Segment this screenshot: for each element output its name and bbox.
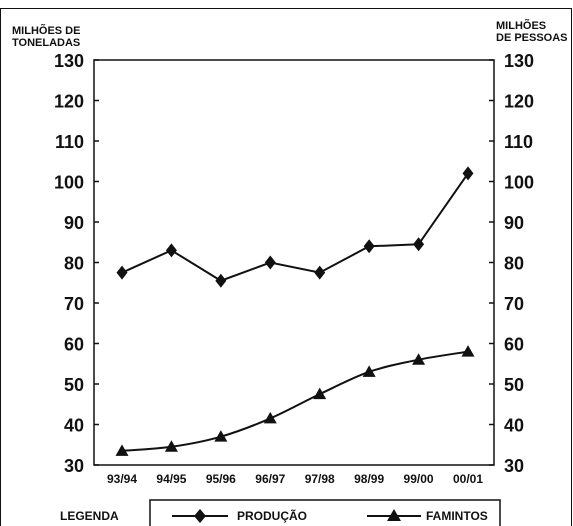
x-tick-label: 95/96 <box>206 472 236 486</box>
right-tick-label: 110 <box>504 132 533 152</box>
right-tick-label: 90 <box>504 213 524 233</box>
right-axis-title-line2: DE PESSOAS <box>496 32 568 44</box>
right-tick-label: 100 <box>504 173 534 193</box>
left-tick-label: 50 <box>64 375 84 395</box>
producao-point <box>165 243 177 258</box>
producao-point <box>264 255 276 270</box>
legend-title: LEGENDA <box>60 509 119 523</box>
left-axis-title-line2: TONELADAS <box>12 37 81 49</box>
series-line-producao <box>121 172 469 282</box>
left-tick-label: 110 <box>55 132 84 152</box>
right-tick-label: 60 <box>504 335 524 355</box>
famintos-point <box>263 411 277 424</box>
famintos-point <box>362 365 376 377</box>
producao-point <box>413 237 425 252</box>
producao-point <box>314 265 326 280</box>
producao-point <box>462 166 474 181</box>
right-tick-label: 70 <box>504 294 524 314</box>
x-tick-label: 97/98 <box>305 472 335 486</box>
right-tick-label: 30 <box>504 456 524 476</box>
left-tick-label: 70 <box>64 294 84 314</box>
right-tick-label: 80 <box>504 254 524 274</box>
producao-point <box>116 265 128 280</box>
plot-area-border <box>93 59 495 466</box>
left-tick-label: 60 <box>64 335 84 355</box>
famintos-point <box>164 440 178 452</box>
left-tick-label: 80 <box>64 254 84 274</box>
right-tick-label: 50 <box>504 375 524 395</box>
x-tick-label: 93/94 <box>107 472 137 486</box>
famintos-point <box>115 444 129 456</box>
left-axis-title-line1: MILHÕES DE <box>12 25 81 37</box>
famintos-point <box>313 387 327 400</box>
producao-point <box>363 239 375 254</box>
famintos-point <box>461 345 475 357</box>
x-tick-labels: 93/94 94/95 95/96 96/97 97/98 98/99 99/00 00/01 <box>107 472 483 486</box>
right-tick-label: 120 <box>504 92 534 112</box>
left-tick-labels: 30 40 50 60 70 80 90 100 110 120 130 <box>54 51 99 476</box>
right-axis-title-line1: MILHÕES <box>496 20 547 32</box>
legend-box <box>149 499 501 526</box>
right-tick-labels: 30 40 50 60 70 80 90 100 110 120 130 <box>489 51 534 476</box>
left-tick-label: 40 <box>64 416 84 436</box>
x-tick-label: 94/95 <box>156 472 186 486</box>
left-tick-label: 30 <box>64 456 84 476</box>
left-tick-label: 100 <box>54 173 84 193</box>
series-line-famintos <box>121 350 469 452</box>
outer-border <box>0 8 572 526</box>
legend-producao-label: PRODUÇÃO <box>237 509 308 523</box>
x-tick-label: 00/01 <box>453 472 483 486</box>
legend-fam-swatch <box>367 509 421 521</box>
legend-prod-swatch <box>172 509 228 523</box>
right-tick-label: 40 <box>504 416 524 436</box>
x-tick-label: 99/00 <box>404 472 434 486</box>
left-tick-label: 130 <box>54 51 84 71</box>
right-tick-label: 130 <box>504 51 534 71</box>
legend-famintos-label: FAMINTOS <box>426 509 488 523</box>
x-tick-label: 98/99 <box>354 472 384 486</box>
producao-point <box>215 273 227 288</box>
left-tick-label: 90 <box>64 213 84 233</box>
famintos-point <box>214 430 228 442</box>
famintos-point <box>412 353 426 365</box>
left-tick-label: 120 <box>54 92 84 112</box>
x-tick-label: 96/97 <box>255 472 285 486</box>
series-layer <box>115 166 475 456</box>
